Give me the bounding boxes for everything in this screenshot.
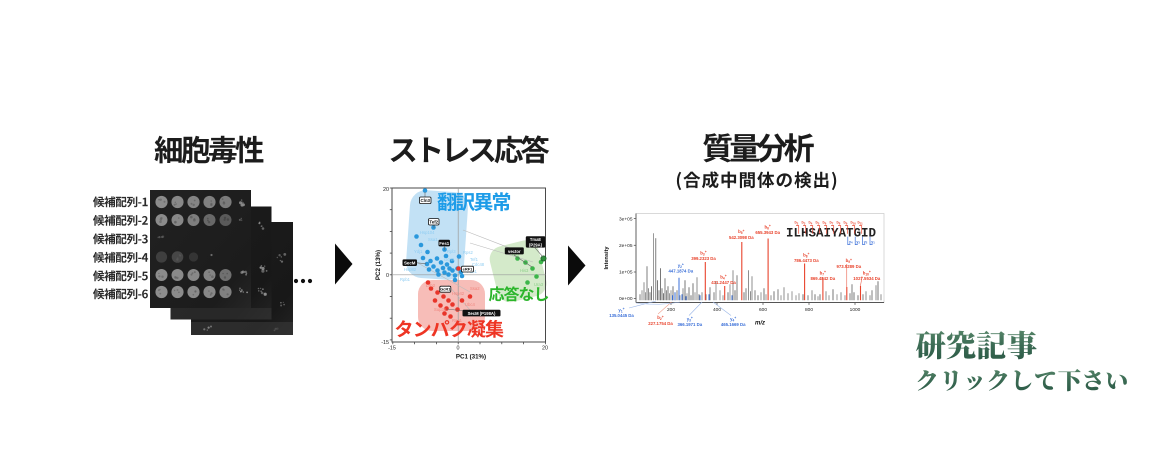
svg-text:0: 0 bbox=[457, 346, 460, 352]
svg-text:b7: b7 bbox=[830, 221, 834, 226]
svg-text:366.1971 Da: 366.1971 Da bbox=[677, 322, 702, 327]
svg-text:973.5289 Da: 973.5289 Da bbox=[836, 264, 861, 269]
svg-text:Gfp: Gfp bbox=[512, 252, 519, 257]
svg-text:Rpb1: Rpb1 bbox=[400, 277, 411, 282]
svg-text:Cln3: Cln3 bbox=[420, 198, 430, 203]
svg-text:869.4842 Da: 869.4842 Da bbox=[810, 276, 835, 281]
svg-text:b4: b4 bbox=[809, 221, 813, 226]
svg-text:800: 800 bbox=[805, 307, 813, 313]
svg-text:431.2447 Da: 431.2447 Da bbox=[711, 280, 736, 285]
svg-text:Sup35: Sup35 bbox=[434, 307, 447, 312]
svg-text:y2+: y2+ bbox=[678, 263, 684, 269]
svg-text:Tef1: Tef1 bbox=[470, 257, 479, 262]
svg-text:b5: b5 bbox=[816, 221, 820, 226]
svg-text:eRF1: eRF1 bbox=[463, 266, 474, 271]
svg-text:y3+: y3+ bbox=[687, 316, 693, 322]
svg-text:447.1874 Da: 447.1874 Da bbox=[668, 269, 693, 274]
svg-text:b2: b2 bbox=[795, 221, 799, 226]
svg-text:vector: vector bbox=[508, 249, 521, 254]
svg-text:Hsp104: Hsp104 bbox=[420, 230, 435, 235]
svg-text:Ssa2: Ssa2 bbox=[470, 286, 480, 291]
svg-text:200: 200 bbox=[667, 307, 675, 313]
svg-text:Ubc4: Ubc4 bbox=[465, 302, 475, 307]
svg-text:0e+00: 0e+00 bbox=[619, 296, 633, 302]
svg-text:1e+05: 1e+05 bbox=[619, 270, 633, 276]
svg-text:b5+: b5+ bbox=[738, 229, 744, 235]
svg-text:542.3098 Da: 542.3098 Da bbox=[729, 235, 754, 240]
svg-text:b9: b9 bbox=[844, 221, 848, 226]
svg-text:Intensity: Intensity bbox=[604, 246, 610, 270]
svg-text:b11: b11 bbox=[858, 221, 864, 226]
svg-text:ILHSAIYATGID: ILHSAIYATGID bbox=[786, 227, 877, 241]
svg-text:y2: y2 bbox=[864, 240, 868, 245]
svg-text:SecM (P198A): SecM (P198A) bbox=[468, 311, 496, 316]
svg-text:b3+: b3+ bbox=[700, 250, 706, 256]
svg-text:PC2 (13%): PC2 (13%) bbox=[375, 250, 382, 280]
svg-text:Cdc48: Cdc48 bbox=[472, 262, 485, 267]
svg-text:Ura3: Ura3 bbox=[534, 282, 544, 287]
svg-text:b8+: b8+ bbox=[803, 252, 809, 258]
svg-text:y1+: y1+ bbox=[618, 307, 624, 313]
svg-text:y4: y4 bbox=[849, 240, 853, 245]
svg-text:b8: b8 bbox=[837, 221, 841, 226]
svg-text:Ydj1: Ydj1 bbox=[414, 249, 423, 254]
svg-text:0: 0 bbox=[386, 273, 389, 279]
svg-text:Hsp82: Hsp82 bbox=[404, 267, 417, 272]
svg-text:b10: b10 bbox=[851, 221, 857, 226]
svg-text:Tef2: Tef2 bbox=[429, 219, 438, 224]
svg-text:600: 600 bbox=[759, 307, 767, 313]
svg-text:b2+: b2+ bbox=[657, 315, 663, 321]
svg-text:Gcn4: Gcn4 bbox=[444, 257, 455, 262]
svg-text:1027.5534 Da: 1027.5534 Da bbox=[853, 276, 881, 281]
svg-text:y4+: y4+ bbox=[730, 316, 736, 322]
svg-text:Lsb2: Lsb2 bbox=[426, 283, 436, 288]
svg-text:b6: b6 bbox=[823, 221, 827, 226]
svg-text:His3: His3 bbox=[520, 268, 529, 273]
svg-text:400: 400 bbox=[713, 307, 721, 313]
svg-text:399.2323 Da: 399.2323 Da bbox=[691, 256, 716, 261]
svg-text:b4+: b4+ bbox=[720, 274, 726, 280]
svg-text:b7+: b7+ bbox=[820, 270, 826, 276]
svg-text:Rpl3: Rpl3 bbox=[447, 249, 456, 254]
svg-text:2e+05: 2e+05 bbox=[619, 243, 633, 249]
svg-text:-15: -15 bbox=[388, 346, 396, 352]
svg-text:227.1754 Da: 227.1754 Da bbox=[648, 321, 673, 326]
svg-text:(P29A): (P29A) bbox=[529, 242, 543, 247]
svg-text:y3: y3 bbox=[856, 240, 860, 245]
svg-text:b6+: b6+ bbox=[765, 224, 771, 230]
svg-text:b9+: b9+ bbox=[846, 258, 852, 264]
svg-text:Fes1: Fes1 bbox=[439, 241, 450, 246]
svg-text:135.0445 Da: 135.0445 Da bbox=[609, 313, 634, 318]
svg-text:1000: 1000 bbox=[850, 307, 861, 313]
svg-text:b10+: b10+ bbox=[863, 270, 871, 276]
svg-text:y1: y1 bbox=[871, 240, 875, 245]
svg-text:GcR1: GcR1 bbox=[440, 287, 451, 292]
svg-text:20: 20 bbox=[542, 346, 548, 352]
svg-text:Hsp42: Hsp42 bbox=[452, 291, 465, 296]
svg-text:b3: b3 bbox=[802, 221, 806, 226]
svg-text:m/z: m/z bbox=[755, 321, 765, 327]
svg-text:20: 20 bbox=[383, 187, 389, 193]
svg-text:PC1 (31%): PC1 (31%) bbox=[456, 354, 486, 361]
svg-text:3e+05: 3e+05 bbox=[619, 216, 633, 222]
svg-text:Rps2: Rps2 bbox=[463, 250, 473, 255]
svg-text:655.3943 Da: 655.3943 Da bbox=[755, 230, 780, 235]
svg-text:465.1669 Da: 465.1669 Da bbox=[721, 322, 746, 327]
svg-text:786.4473 Da: 786.4473 Da bbox=[794, 258, 819, 263]
svg-text:-15: -15 bbox=[381, 340, 389, 346]
svg-text:SecM: SecM bbox=[404, 260, 416, 265]
svg-text:Ssa1: Ssa1 bbox=[428, 237, 438, 242]
svg-text:TmaE: TmaE bbox=[530, 237, 541, 242]
